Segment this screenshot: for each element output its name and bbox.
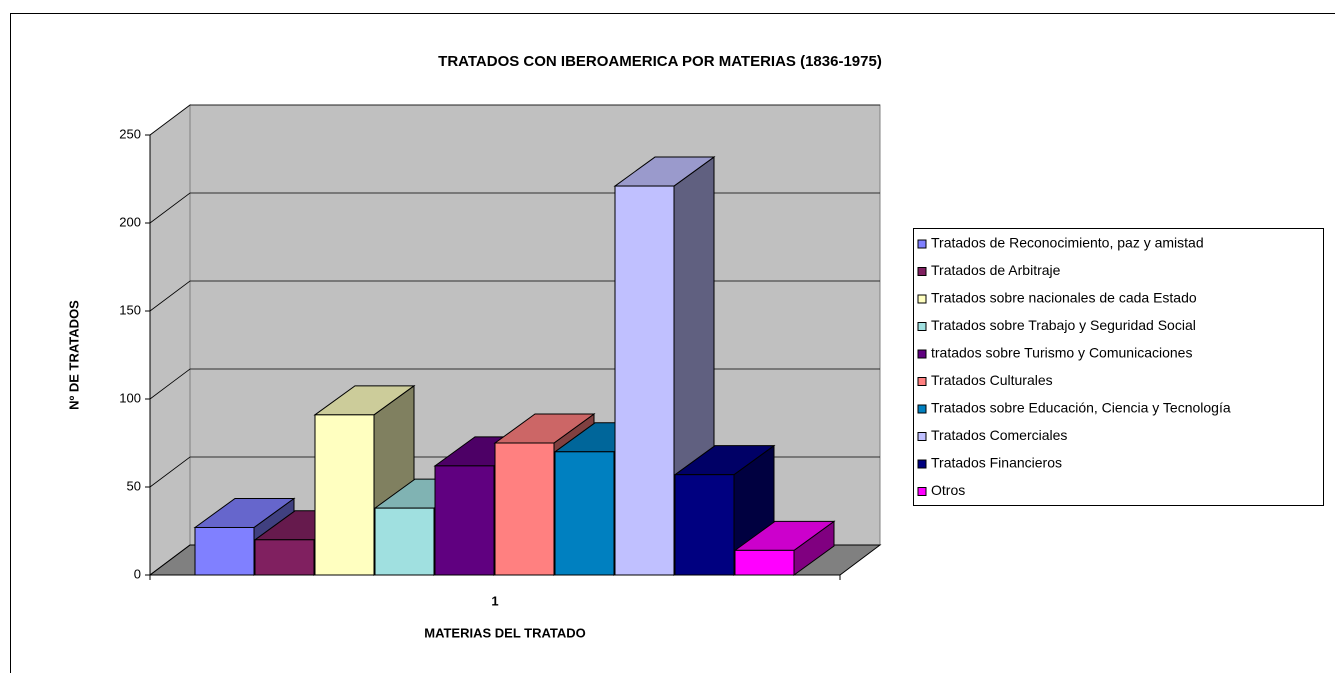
bar: [615, 186, 674, 575]
legend-label: Tratados Culturales: [931, 372, 1053, 388]
legend-label: Tratados Comerciales: [931, 427, 1067, 443]
legend-label: Tratados de Arbitraje: [931, 262, 1061, 278]
y-axis-label: Nº DE TRATADOS: [66, 300, 81, 410]
legend-label: Tratados sobre Trabajo y Seguridad Socia…: [931, 317, 1196, 333]
y-tick-label: 50: [127, 478, 141, 493]
legend-swatch: [918, 295, 926, 303]
chart-title: TRATADOS CON IBEROAMERICA POR MATERIAS (…: [438, 53, 882, 70]
legend-swatch: [918, 350, 926, 358]
x-tick-label: 1: [491, 593, 498, 608]
bar: [195, 527, 254, 575]
legend-label: Tratados de Reconocimiento, paz y amista…: [931, 235, 1204, 251]
bar: [375, 508, 434, 575]
legend-swatch: [918, 488, 926, 496]
bar: [495, 443, 554, 575]
legend-label: Tratados Financieros: [931, 455, 1062, 471]
bar: [255, 540, 314, 575]
x-axis-label: MATERIAS DEL TRATADO: [424, 625, 586, 640]
y-tick-label: 100: [119, 390, 141, 405]
y-tick-label: 150: [119, 302, 141, 317]
bar: [675, 475, 734, 575]
legend-swatch: [918, 433, 926, 441]
legend-swatch: [918, 460, 926, 468]
legend-swatch: [918, 240, 926, 248]
legend-label: Otros: [931, 482, 965, 498]
legend-label: Tratados sobre Educación, Ciencia y Tecn…: [931, 400, 1231, 416]
legend-label: Tratados sobre nacionales de cada Estado: [931, 290, 1197, 306]
y-tick-label: 0: [134, 566, 141, 581]
bar: [435, 466, 494, 575]
legend-swatch: [918, 323, 926, 331]
legend-swatch: [918, 405, 926, 413]
side-wall: [150, 105, 190, 575]
legend-swatch: [918, 268, 926, 276]
bar: [735, 550, 794, 575]
legend-label: tratados sobre Turismo y Comunicaciones: [931, 345, 1192, 361]
legend-swatch: [918, 378, 926, 386]
bar: [555, 452, 614, 575]
bar: [315, 415, 374, 575]
y-tick-label: 200: [119, 214, 141, 229]
y-tick-label: 250: [119, 126, 141, 141]
